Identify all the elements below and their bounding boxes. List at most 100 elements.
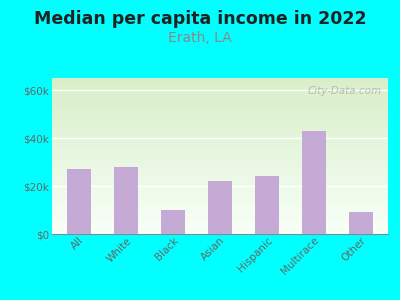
Bar <box>52 142 388 143</box>
Bar <box>52 81 388 83</box>
Bar <box>52 104 388 106</box>
Bar <box>52 131 388 133</box>
Bar <box>52 112 388 114</box>
Bar <box>52 208 388 209</box>
Bar <box>52 184 388 186</box>
Bar <box>52 153 388 154</box>
Bar <box>302 131 326 234</box>
Bar <box>52 133 388 134</box>
Bar <box>52 80 388 81</box>
Bar <box>52 182 388 184</box>
Bar <box>52 137 388 139</box>
Bar <box>67 169 91 234</box>
Bar <box>52 78 388 80</box>
Bar <box>52 170 388 172</box>
Bar <box>52 101 388 103</box>
Bar <box>52 118 388 120</box>
Bar <box>52 228 388 229</box>
Bar <box>52 218 388 220</box>
Bar <box>52 116 388 117</box>
Bar <box>52 100 388 101</box>
Bar <box>52 86 388 87</box>
Bar <box>52 130 388 131</box>
Bar <box>52 229 388 231</box>
Bar <box>52 215 388 217</box>
Text: Erath, LA: Erath, LA <box>168 32 232 46</box>
Bar <box>52 109 388 111</box>
Bar <box>52 97 388 98</box>
Bar <box>52 145 388 147</box>
Bar <box>52 167 388 169</box>
Bar <box>52 165 388 167</box>
Bar <box>52 226 388 228</box>
Bar <box>52 178 388 179</box>
Bar <box>52 176 388 178</box>
Bar <box>52 139 388 140</box>
Bar <box>349 212 373 234</box>
Bar <box>52 158 388 159</box>
Bar <box>52 212 388 214</box>
Bar <box>52 189 388 190</box>
Bar <box>52 143 388 145</box>
Bar <box>52 91 388 92</box>
Bar <box>52 172 388 173</box>
Bar <box>52 159 388 161</box>
Bar <box>52 120 388 122</box>
Bar <box>52 232 388 234</box>
Bar <box>52 187 388 189</box>
Bar <box>52 134 388 136</box>
Bar <box>52 87 388 89</box>
Bar <box>52 95 388 97</box>
Bar <box>52 225 388 226</box>
Bar <box>52 173 388 175</box>
Bar <box>161 210 185 234</box>
Text: City-Data.com: City-Data.com <box>307 86 381 96</box>
Bar <box>52 106 388 108</box>
Bar <box>52 125 388 126</box>
Bar <box>52 108 388 109</box>
Bar <box>52 126 388 128</box>
Bar <box>52 150 388 151</box>
Bar <box>52 181 388 182</box>
Bar <box>52 194 388 195</box>
Bar <box>52 98 388 100</box>
Bar <box>52 223 388 225</box>
Bar <box>52 201 388 203</box>
Bar <box>114 167 138 234</box>
Bar <box>52 214 388 215</box>
Bar <box>52 192 388 194</box>
Bar <box>255 176 279 234</box>
Bar <box>52 211 388 212</box>
Bar <box>52 83 388 84</box>
Bar <box>52 164 388 165</box>
Bar <box>52 84 388 86</box>
Bar <box>52 175 388 176</box>
Bar <box>52 221 388 223</box>
Bar <box>52 206 388 208</box>
Bar <box>52 196 388 198</box>
Bar <box>52 117 388 118</box>
Bar <box>52 123 388 125</box>
Bar <box>52 179 388 181</box>
Bar <box>52 220 388 221</box>
Bar <box>52 122 388 123</box>
Bar <box>52 89 388 91</box>
Bar <box>52 195 388 196</box>
Bar <box>52 186 388 187</box>
Bar <box>52 161 388 162</box>
Bar <box>52 190 388 192</box>
Bar <box>52 204 388 206</box>
Bar <box>52 114 388 116</box>
Bar <box>52 209 388 211</box>
Bar <box>52 154 388 156</box>
Bar <box>52 200 388 201</box>
Bar <box>52 169 388 170</box>
Text: Median per capita income in 2022: Median per capita income in 2022 <box>34 11 366 28</box>
Bar <box>52 140 388 142</box>
Bar <box>52 198 388 200</box>
Bar <box>52 111 388 112</box>
Bar <box>52 156 388 158</box>
Bar <box>208 181 232 234</box>
Bar <box>52 147 388 148</box>
Bar <box>52 217 388 218</box>
